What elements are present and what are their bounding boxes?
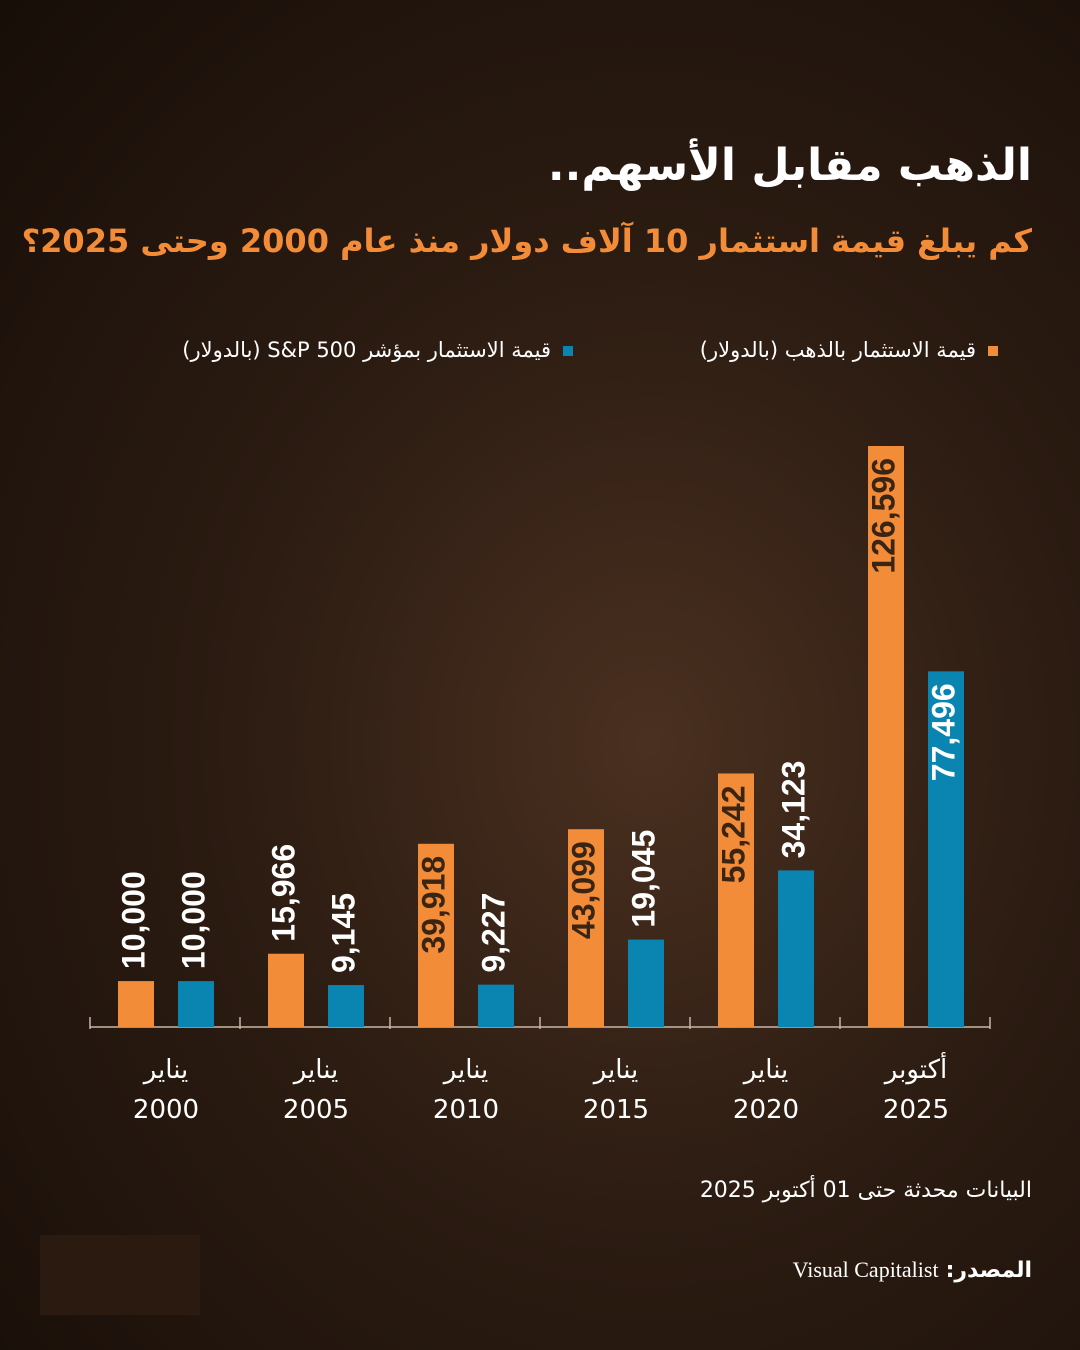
logo — [40, 1235, 200, 1315]
bar — [568, 829, 604, 1027]
value-label: 126,596 — [865, 458, 901, 574]
legend-item: قيمة الاستثمار بمؤشر S&P 500 (بالدولار) — [182, 338, 573, 362]
x-tick-label: أكتوبر 2025 — [882, 1055, 950, 1125]
bar — [178, 981, 214, 1027]
source: المصدر: Visual Capitalist — [793, 1257, 1032, 1283]
bar — [718, 773, 754, 1027]
legend-swatch — [563, 346, 573, 356]
value-label: 39,918 — [415, 856, 451, 954]
legend-label: قيمة الاستثمار بمؤشر S&P 500 (بالدولار) — [182, 338, 551, 362]
x-tick-label: يناير 2010 — [432, 1055, 500, 1125]
source-name: Visual Capitalist — [792, 1257, 939, 1282]
x-tick-label: يناير 2005 — [282, 1055, 350, 1125]
bar — [328, 985, 364, 1027]
bar — [118, 981, 154, 1027]
subtitle: كم يبلغ قيمة استثمار 10 آلاف دولار منذ ع… — [21, 222, 1032, 260]
value-label: 9,227 — [475, 893, 511, 973]
source-label: المصدر: — [945, 1258, 1032, 1283]
bar — [928, 671, 964, 1027]
value-label: 43,099 — [565, 841, 601, 939]
bar — [478, 984, 514, 1027]
value-label: 15,966 — [265, 844, 301, 942]
value-label: 10,000 — [115, 871, 151, 969]
bar — [418, 843, 454, 1027]
bar — [268, 953, 304, 1027]
bar — [628, 939, 664, 1027]
legend-swatch — [988, 346, 998, 356]
legend-item: قيمة الاستثمار بالذهب (بالدولار) — [700, 338, 998, 362]
value-label: 10,000 — [175, 871, 211, 969]
title: الذهب مقابل الأسهم.. — [547, 140, 1032, 191]
value-label: 19,045 — [625, 830, 661, 928]
value-label: 77,496 — [925, 683, 961, 781]
bar — [868, 446, 904, 1027]
legend-label: قيمة الاستثمار بالذهب (بالدولار) — [699, 338, 976, 362]
value-label: 9,145 — [325, 893, 361, 973]
bar — [778, 870, 814, 1027]
x-tick-label: يناير 2000 — [132, 1055, 200, 1125]
x-tick-label: يناير 2015 — [582, 1055, 650, 1125]
note: البيانات محدثة حتى 01 أكتوبر 2025 — [699, 1178, 1032, 1203]
value-label: 55,242 — [715, 785, 751, 883]
value-label: 34,123 — [775, 761, 811, 859]
x-tick-label: يناير 2020 — [732, 1055, 800, 1125]
